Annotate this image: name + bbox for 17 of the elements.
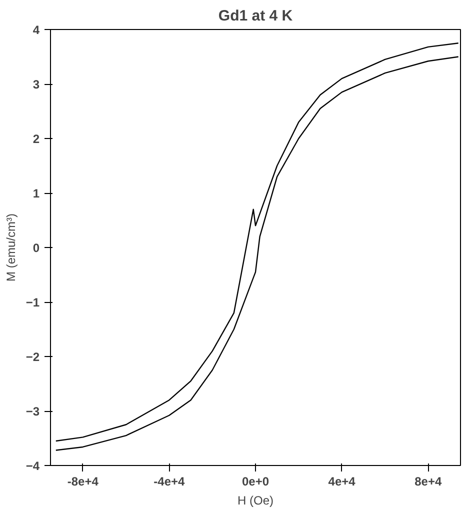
y-axis-title: M (emu/cm³) xyxy=(4,213,18,282)
y-tick-label: −3 xyxy=(26,404,40,418)
y-tick-label: 4 xyxy=(32,23,40,37)
y-tick-label: 0 xyxy=(32,241,40,255)
x-tick-label: 0e+0 xyxy=(242,474,270,488)
chart-title: Gd1 at 4 K xyxy=(218,8,293,24)
x-tick-label: 8e+4 xyxy=(414,474,442,488)
y-tick-label: 2 xyxy=(32,132,40,146)
x-tick-label: -4e+4 xyxy=(154,474,186,488)
y-tick-label: −1 xyxy=(26,296,40,310)
y-tick-label: −2 xyxy=(26,350,40,364)
x-tick-label: -8e+4 xyxy=(67,474,99,488)
y-tick-label: 1 xyxy=(32,186,40,200)
x-tick-label: 4e+4 xyxy=(328,474,356,488)
y-tick-label: 3 xyxy=(32,78,40,92)
x-axis-title: H (Oe) xyxy=(238,494,274,508)
y-tick-label: −4 xyxy=(26,459,40,473)
